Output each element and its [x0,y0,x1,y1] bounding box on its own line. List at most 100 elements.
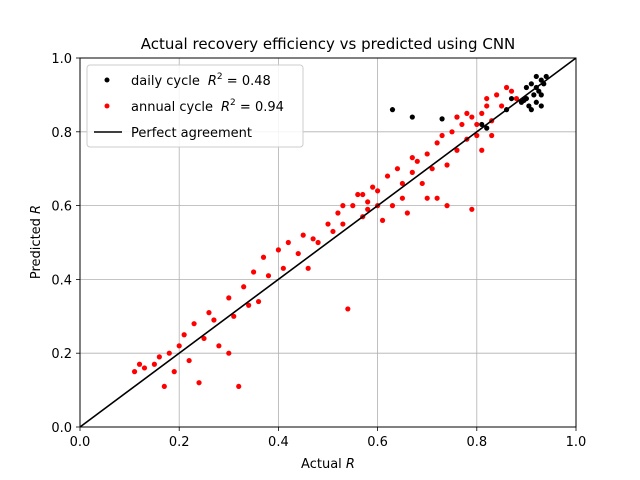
annual-cycle-point [489,132,495,139]
annual-cycle-point [474,132,480,139]
annual-cycle-point [226,350,232,356]
daily-cycle-point [538,77,544,83]
annual-cycle-point [454,147,460,153]
legend-label-perfect: Perfect agreement [131,126,252,141]
annual-cycle-point [449,129,455,135]
annual-cycle-point [484,103,490,109]
x-axis-title-text: Actual [301,457,346,472]
daily-cycle-point [508,95,515,102]
y-tick-label: 0.4 [51,273,72,288]
annual-cycle-point [335,210,341,216]
annual-cycle-point [444,162,450,168]
daily-cycle-point [528,81,534,87]
data-layer [131,73,549,390]
annual-cycle-point [201,335,207,342]
annual-cycle-point [434,140,440,146]
annual-cycle-point [161,383,167,390]
annual-cycle-point [375,188,381,194]
annual-cycle-point [241,284,247,290]
annual-cycle-point [424,195,430,201]
annual-cycle-point [151,361,157,367]
annual-cycle-point [340,221,346,227]
annual-cycle-point [414,158,420,164]
annual-cycle-point [409,169,415,175]
annual-cycle-point [340,203,346,209]
x-axis-title: Actual R [301,457,355,472]
annual-cycle-point [429,166,435,172]
daily-cycle-point [528,107,534,113]
x-tick-label: 0.0 [70,435,91,450]
annual-cycle-point [310,236,316,242]
annual-cycle-point [434,195,440,201]
annual-cycle-point [176,343,182,349]
annual-cycle-point [513,95,520,102]
annual-cycle-point [494,92,500,98]
daily-cycle-point [479,121,485,128]
daily-cycle-point [409,114,415,120]
annual-cycle-point [260,254,267,260]
annual-cycle-point [419,180,425,187]
x-tick-label: 1.0 [566,435,587,450]
annual-cycle-point [141,365,148,371]
daily-cycle-point [521,97,527,104]
annual-cycle-point [136,361,143,367]
reference-line-layer [79,57,577,428]
daily-cycle-point [526,103,532,109]
series-daily-cycle [389,73,549,131]
y-axis-title: Predicted R [29,205,44,279]
daily-cycle-point [531,92,537,98]
annual-cycle-point [474,121,480,128]
daily-cycle-point [533,99,539,105]
annual-cycle-point [360,191,366,198]
annual-cycle-point [399,180,405,187]
daily-cycle-point [484,125,490,131]
annual-cycle-point [345,306,351,312]
annual-cycle-point [384,173,391,179]
y-axis-title-var: R [29,205,44,214]
annual-cycle-point [280,265,286,271]
annual-cycle-point [171,369,177,375]
daily-cycle-point [538,103,544,109]
annual-cycle-point [479,110,485,116]
legend-marker-annual [104,103,110,109]
legend-annual-stat-label: R [221,100,230,115]
series-annual-cycle [131,84,520,390]
annual-cycle-point [196,380,202,386]
annual-cycle-point [285,239,291,246]
annual-cycle-point [479,147,485,153]
annual-cycle-point [439,132,445,139]
legend-box [86,64,304,148]
annual-cycle-point [459,121,465,128]
annual-cycle-point [246,302,252,308]
legend-daily-stat-label: R [208,74,217,89]
annual-cycle-point [503,84,510,91]
annual-cycle-point [394,166,401,172]
daily-cycle-point [538,92,544,98]
annual-cycle-point [484,95,490,102]
annual-cycle-point [365,206,371,212]
annual-cycle-point [508,88,515,94]
daily-cycle-point [439,116,445,122]
annual-cycle-point [216,343,222,349]
annual-cycle-point [251,269,257,275]
annual-cycle-point [469,206,475,212]
annual-cycle-point [370,184,376,190]
x-axis-ticks: 0.0 0.2 0.4 0.6 0.8 1.0 [70,427,587,450]
x-axis-title-var: R [346,457,355,472]
annual-cycle-point [131,369,138,375]
annual-cycle-point [499,103,505,109]
perfect-agreement-line [79,57,577,428]
legend-daily-stat-value: = 0.48 [223,74,271,89]
annual-cycle-point [325,221,331,227]
plot-frame [79,57,577,428]
annual-cycle-point [275,247,281,253]
legend-label-daily: daily cycle R2 = 0.48 [131,72,271,89]
legend-label-annual: annual cycle R2 = 0.94 [131,98,284,115]
y-tick-label: 0.0 [51,421,72,436]
legend-annual-name: annual cycle [131,100,213,115]
annual-cycle-point [231,313,237,319]
annual-cycle-point [206,310,212,316]
annual-cycle-point [379,217,386,223]
x-tick-label: 0.8 [466,435,487,450]
